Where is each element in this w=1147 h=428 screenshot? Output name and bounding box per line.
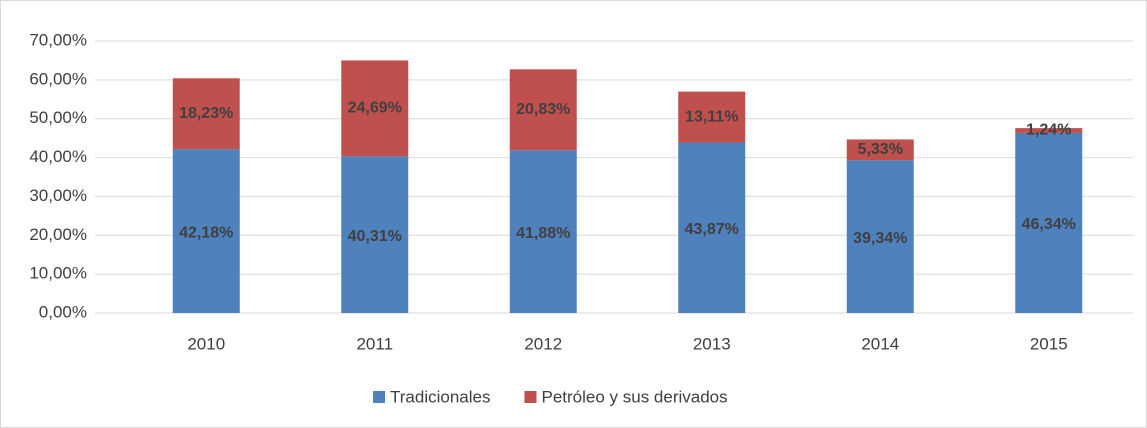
bar-segment	[678, 142, 746, 313]
value-label: 43,87%	[685, 221, 739, 238]
y-tick-label: 40,00%	[29, 147, 87, 166]
bar-segment	[1015, 132, 1083, 313]
legend-swatch	[373, 391, 385, 403]
value-label: 13,11%	[685, 108, 738, 125]
x-tick-label: 2015	[1030, 334, 1068, 353]
value-label: 42,18%	[179, 224, 233, 241]
x-tick-label: 2014	[861, 334, 899, 353]
bar-segment	[1015, 128, 1083, 133]
value-label: 5,33%	[858, 141, 903, 158]
y-tick-label: 70,00%	[29, 30, 87, 49]
bar-segment	[509, 150, 577, 313]
value-label: 18,23%	[179, 105, 233, 122]
x-tick-label: 2013	[693, 334, 731, 353]
y-tick-label: 30,00%	[29, 186, 87, 205]
bar-segment	[172, 149, 240, 313]
bar-segment	[341, 60, 409, 157]
value-label: 20,83%	[516, 101, 570, 118]
y-tick-label: 60,00%	[29, 69, 87, 88]
value-label: 40,31%	[348, 228, 402, 245]
x-tick-label: 2010	[187, 334, 225, 353]
legend-label: Petróleo y sus derivados	[541, 387, 727, 406]
value-label: 1,24%	[1026, 122, 1071, 139]
y-tick-label: 10,00%	[29, 264, 87, 283]
bar-segment	[846, 160, 914, 313]
bar-segment	[341, 156, 409, 313]
value-label: 46,34%	[1022, 216, 1076, 233]
x-tick-label: 2011	[356, 334, 393, 353]
y-tick-label: 20,00%	[29, 225, 87, 244]
value-label: 41,88%	[516, 225, 570, 242]
y-tick-label: 0,00%	[39, 302, 87, 321]
value-label: 24,69%	[348, 100, 402, 117]
x-tick-label: 2012	[524, 334, 562, 353]
legend-label: Tradicionales	[390, 387, 490, 406]
bar-segment	[846, 139, 914, 161]
bar-segment	[509, 69, 577, 151]
value-label: 39,34%	[853, 230, 907, 247]
y-tick-label: 50,00%	[29, 108, 87, 127]
bar-segment	[678, 91, 746, 143]
legend-swatch	[524, 391, 537, 403]
bar-segment	[172, 78, 240, 150]
